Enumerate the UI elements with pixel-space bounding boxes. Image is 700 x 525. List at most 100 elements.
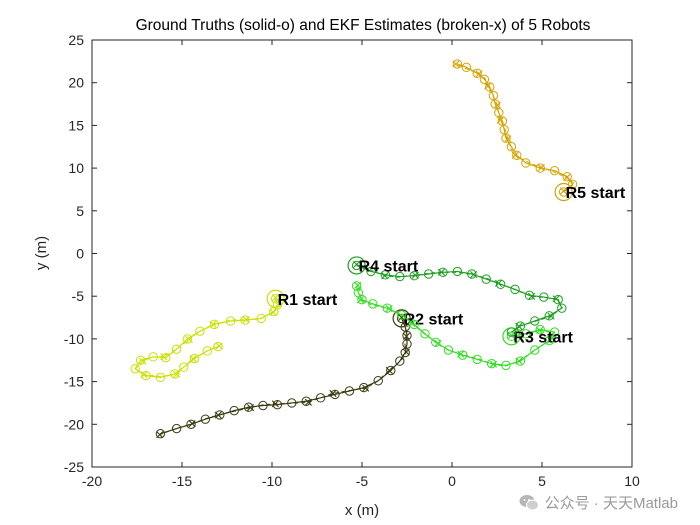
ground-truth-marker [558, 187, 569, 197]
ground-truth-marker [170, 369, 180, 379]
ground-truth-marker [351, 281, 362, 291]
ground-truth-marker [488, 90, 499, 101]
ground-truth-marker [452, 266, 463, 277]
ground-truth-marker [396, 310, 407, 320]
ekf-estimate-marker [381, 272, 389, 280]
start-label: R2 start [404, 311, 464, 328]
ground-truth-marker [495, 279, 506, 289]
ground-truth-marker [182, 334, 193, 344]
ground-truth-marker [186, 419, 196, 429]
start-marker [347, 256, 366, 275]
ground-truth-marker [171, 344, 182, 354]
ekf-estimate-marker [269, 308, 277, 317]
ekf-estimate-marker [494, 279, 503, 287]
y-tick-label: -5 [72, 288, 85, 304]
ekf-estimate-line [134, 297, 281, 378]
series-layer: R1 start R2 start R3 start R4 start R5 start [130, 59, 626, 439]
series-1: R1 start [130, 289, 338, 383]
ground-truth-marker [179, 362, 189, 372]
ground-truth-marker [155, 372, 166, 383]
ground-truth-marker [461, 62, 472, 73]
ekf-estimate-marker [185, 335, 193, 344]
y-tick-label: -15 [64, 374, 84, 390]
ekf-estimate-marker [242, 316, 250, 324]
ground-truth-marker [557, 303, 567, 313]
y-tick-label: 0 [76, 246, 84, 262]
ground-truth-marker [530, 345, 540, 355]
ground-truth-marker [512, 150, 522, 160]
ground-truth-marker [400, 347, 410, 358]
ground-truth-marker [301, 396, 311, 406]
ground-truth-marker [539, 292, 549, 302]
ekf-estimate-marker [354, 281, 362, 289]
ekf-estimate-marker [452, 60, 460, 68]
ground-truth-marker [521, 158, 531, 168]
x-tick-label: 0 [448, 473, 456, 489]
x-tick-label: -15 [172, 473, 192, 489]
ekf-estimate-marker [437, 268, 446, 276]
ground-truth-marker [515, 356, 526, 366]
ground-truth-marker [243, 402, 254, 412]
ground-truth-marker [258, 400, 268, 411]
y-tick-label: -25 [64, 459, 84, 475]
y-tick-label: 15 [68, 117, 84, 133]
ground-truth-marker [200, 414, 211, 424]
ekf-estimate-marker [434, 339, 442, 347]
ground-truth-marker [366, 266, 376, 277]
ekf-estimate-marker [385, 366, 393, 375]
ekf-estimate-marker [515, 322, 523, 330]
ground-truth-marker [521, 329, 531, 339]
ground-truth-marker [494, 107, 504, 118]
ground-truth-marker [256, 313, 266, 324]
ekf-estimate-marker [496, 116, 504, 124]
ekf-estimate-marker [547, 312, 555, 320]
series-2: R2 start [155, 309, 464, 439]
ground-truth-marker [553, 294, 563, 305]
x-axis-label: x (m) [345, 502, 379, 519]
ekf-estimate-marker [246, 404, 255, 412]
ground-truth-marker [373, 376, 383, 386]
ekf-estimate-marker [489, 360, 498, 368]
y-tick-label: 25 [68, 32, 84, 48]
ground-truth-marker [506, 331, 517, 342]
y-tick-label: -10 [64, 331, 84, 347]
ekf-estimate-marker [408, 319, 416, 328]
ekf-estimate-marker [560, 187, 568, 195]
ekf-estimate-marker [160, 353, 168, 361]
ground-truth-marker [202, 346, 212, 356]
ekf-estimate-marker [484, 82, 492, 90]
ground-truth-marker [506, 142, 517, 152]
ground-truth-line [356, 285, 556, 366]
ground-truth-marker [171, 423, 182, 434]
ekf-estimate-marker [214, 411, 222, 419]
start-label: R3 start [513, 329, 573, 346]
ekf-estimate-marker [353, 260, 361, 269]
watermark: 公众号 · 天天Matlab [519, 492, 678, 513]
ground-truth-marker [189, 353, 200, 364]
x-tick-label: -5 [356, 473, 369, 489]
ground-truth-marker [472, 354, 482, 365]
series-3: R3 start [351, 281, 574, 371]
ground-truth-marker [544, 335, 554, 346]
ground-truth-marker [420, 329, 430, 339]
ground-truth-marker [130, 364, 140, 374]
ekf-estimate-marker [271, 400, 279, 408]
ekf-estimate-marker [304, 398, 312, 406]
ekf-estimate-marker [537, 164, 545, 172]
ekf-estimate-marker [527, 292, 536, 300]
ground-truth-marker [549, 165, 560, 176]
ekf-estimate-marker [493, 101, 501, 109]
ground-truth-marker [458, 350, 468, 360]
ground-truth-marker [423, 269, 434, 279]
ekf-estimate-marker [475, 70, 483, 78]
x-tick-label: -20 [82, 473, 102, 489]
ground-truth-line [457, 63, 574, 193]
ground-truth-marker [443, 345, 454, 355]
ekf-estimate-marker [552, 295, 560, 303]
series-5: R5 start [452, 59, 626, 202]
ground-truth-marker [213, 341, 223, 352]
ekf-estimate-marker [156, 431, 164, 439]
ekf-estimate-marker [329, 389, 337, 398]
ground-truth-marker [524, 290, 535, 301]
ground-truth-marker [382, 303, 392, 313]
